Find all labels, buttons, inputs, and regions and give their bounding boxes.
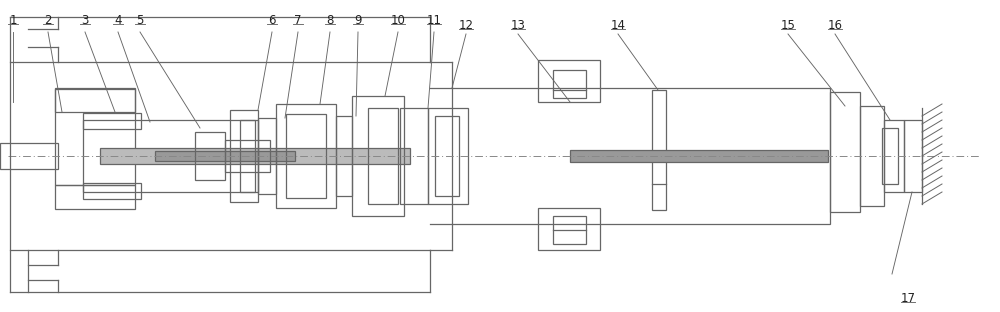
Bar xyxy=(368,108,398,204)
Text: 14: 14 xyxy=(610,19,626,32)
Bar xyxy=(400,108,428,204)
Bar xyxy=(55,89,135,185)
Bar xyxy=(83,113,141,129)
Text: 12: 12 xyxy=(458,19,474,32)
Bar xyxy=(83,120,258,192)
Bar xyxy=(452,88,830,224)
Text: 9: 9 xyxy=(354,14,362,27)
Bar xyxy=(230,110,258,202)
Bar xyxy=(352,96,404,216)
Text: 11: 11 xyxy=(426,14,442,27)
Text: 4: 4 xyxy=(114,14,122,27)
Text: 2: 2 xyxy=(44,14,52,27)
Bar xyxy=(155,151,295,161)
Bar xyxy=(428,108,468,204)
Bar xyxy=(435,116,459,196)
Bar xyxy=(553,216,586,244)
Bar xyxy=(100,148,410,164)
Text: 1: 1 xyxy=(9,14,17,27)
Bar xyxy=(884,120,904,192)
Bar xyxy=(553,70,586,98)
Bar xyxy=(55,185,135,209)
Text: 8: 8 xyxy=(326,14,334,27)
Bar xyxy=(882,128,898,184)
Bar xyxy=(55,88,135,112)
Bar xyxy=(336,116,352,196)
Bar xyxy=(225,140,270,172)
Text: 15: 15 xyxy=(781,19,795,32)
Bar xyxy=(286,114,326,198)
Text: 16: 16 xyxy=(828,19,842,32)
Text: 6: 6 xyxy=(268,14,276,27)
Bar xyxy=(904,120,922,192)
Bar xyxy=(240,120,255,192)
Bar xyxy=(538,60,600,102)
Text: 17: 17 xyxy=(900,292,916,305)
Bar xyxy=(570,150,828,162)
Bar xyxy=(258,118,276,194)
Bar xyxy=(538,208,600,250)
Text: 13: 13 xyxy=(511,19,525,32)
Bar xyxy=(652,90,666,210)
Bar xyxy=(276,104,336,208)
Text: 7: 7 xyxy=(294,14,302,27)
Text: 10: 10 xyxy=(391,14,405,27)
Bar xyxy=(83,183,141,199)
Text: 3: 3 xyxy=(81,14,89,27)
Bar xyxy=(0,143,58,169)
Bar xyxy=(830,92,860,212)
Bar xyxy=(195,132,225,180)
Bar xyxy=(860,106,884,206)
Text: 5: 5 xyxy=(136,14,144,27)
